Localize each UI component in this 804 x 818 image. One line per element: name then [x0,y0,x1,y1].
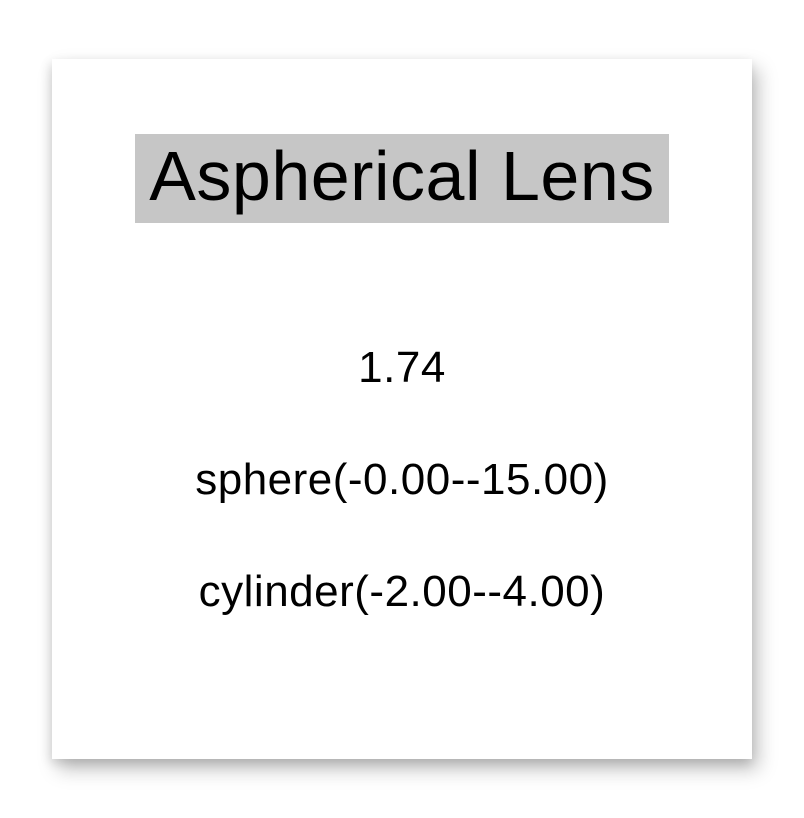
card-title: Aspherical Lens [135,134,669,223]
specs-list: 1.74 sphere(-0.00--15.00) cylinder(-2.00… [195,343,609,617]
lens-spec-card: Aspherical Lens 1.74 sphere(-0.00--15.00… [52,59,752,759]
spec-index: 1.74 [358,343,446,393]
spec-cylinder: cylinder(-2.00--4.00) [199,567,606,617]
spec-sphere: sphere(-0.00--15.00) [195,455,609,505]
